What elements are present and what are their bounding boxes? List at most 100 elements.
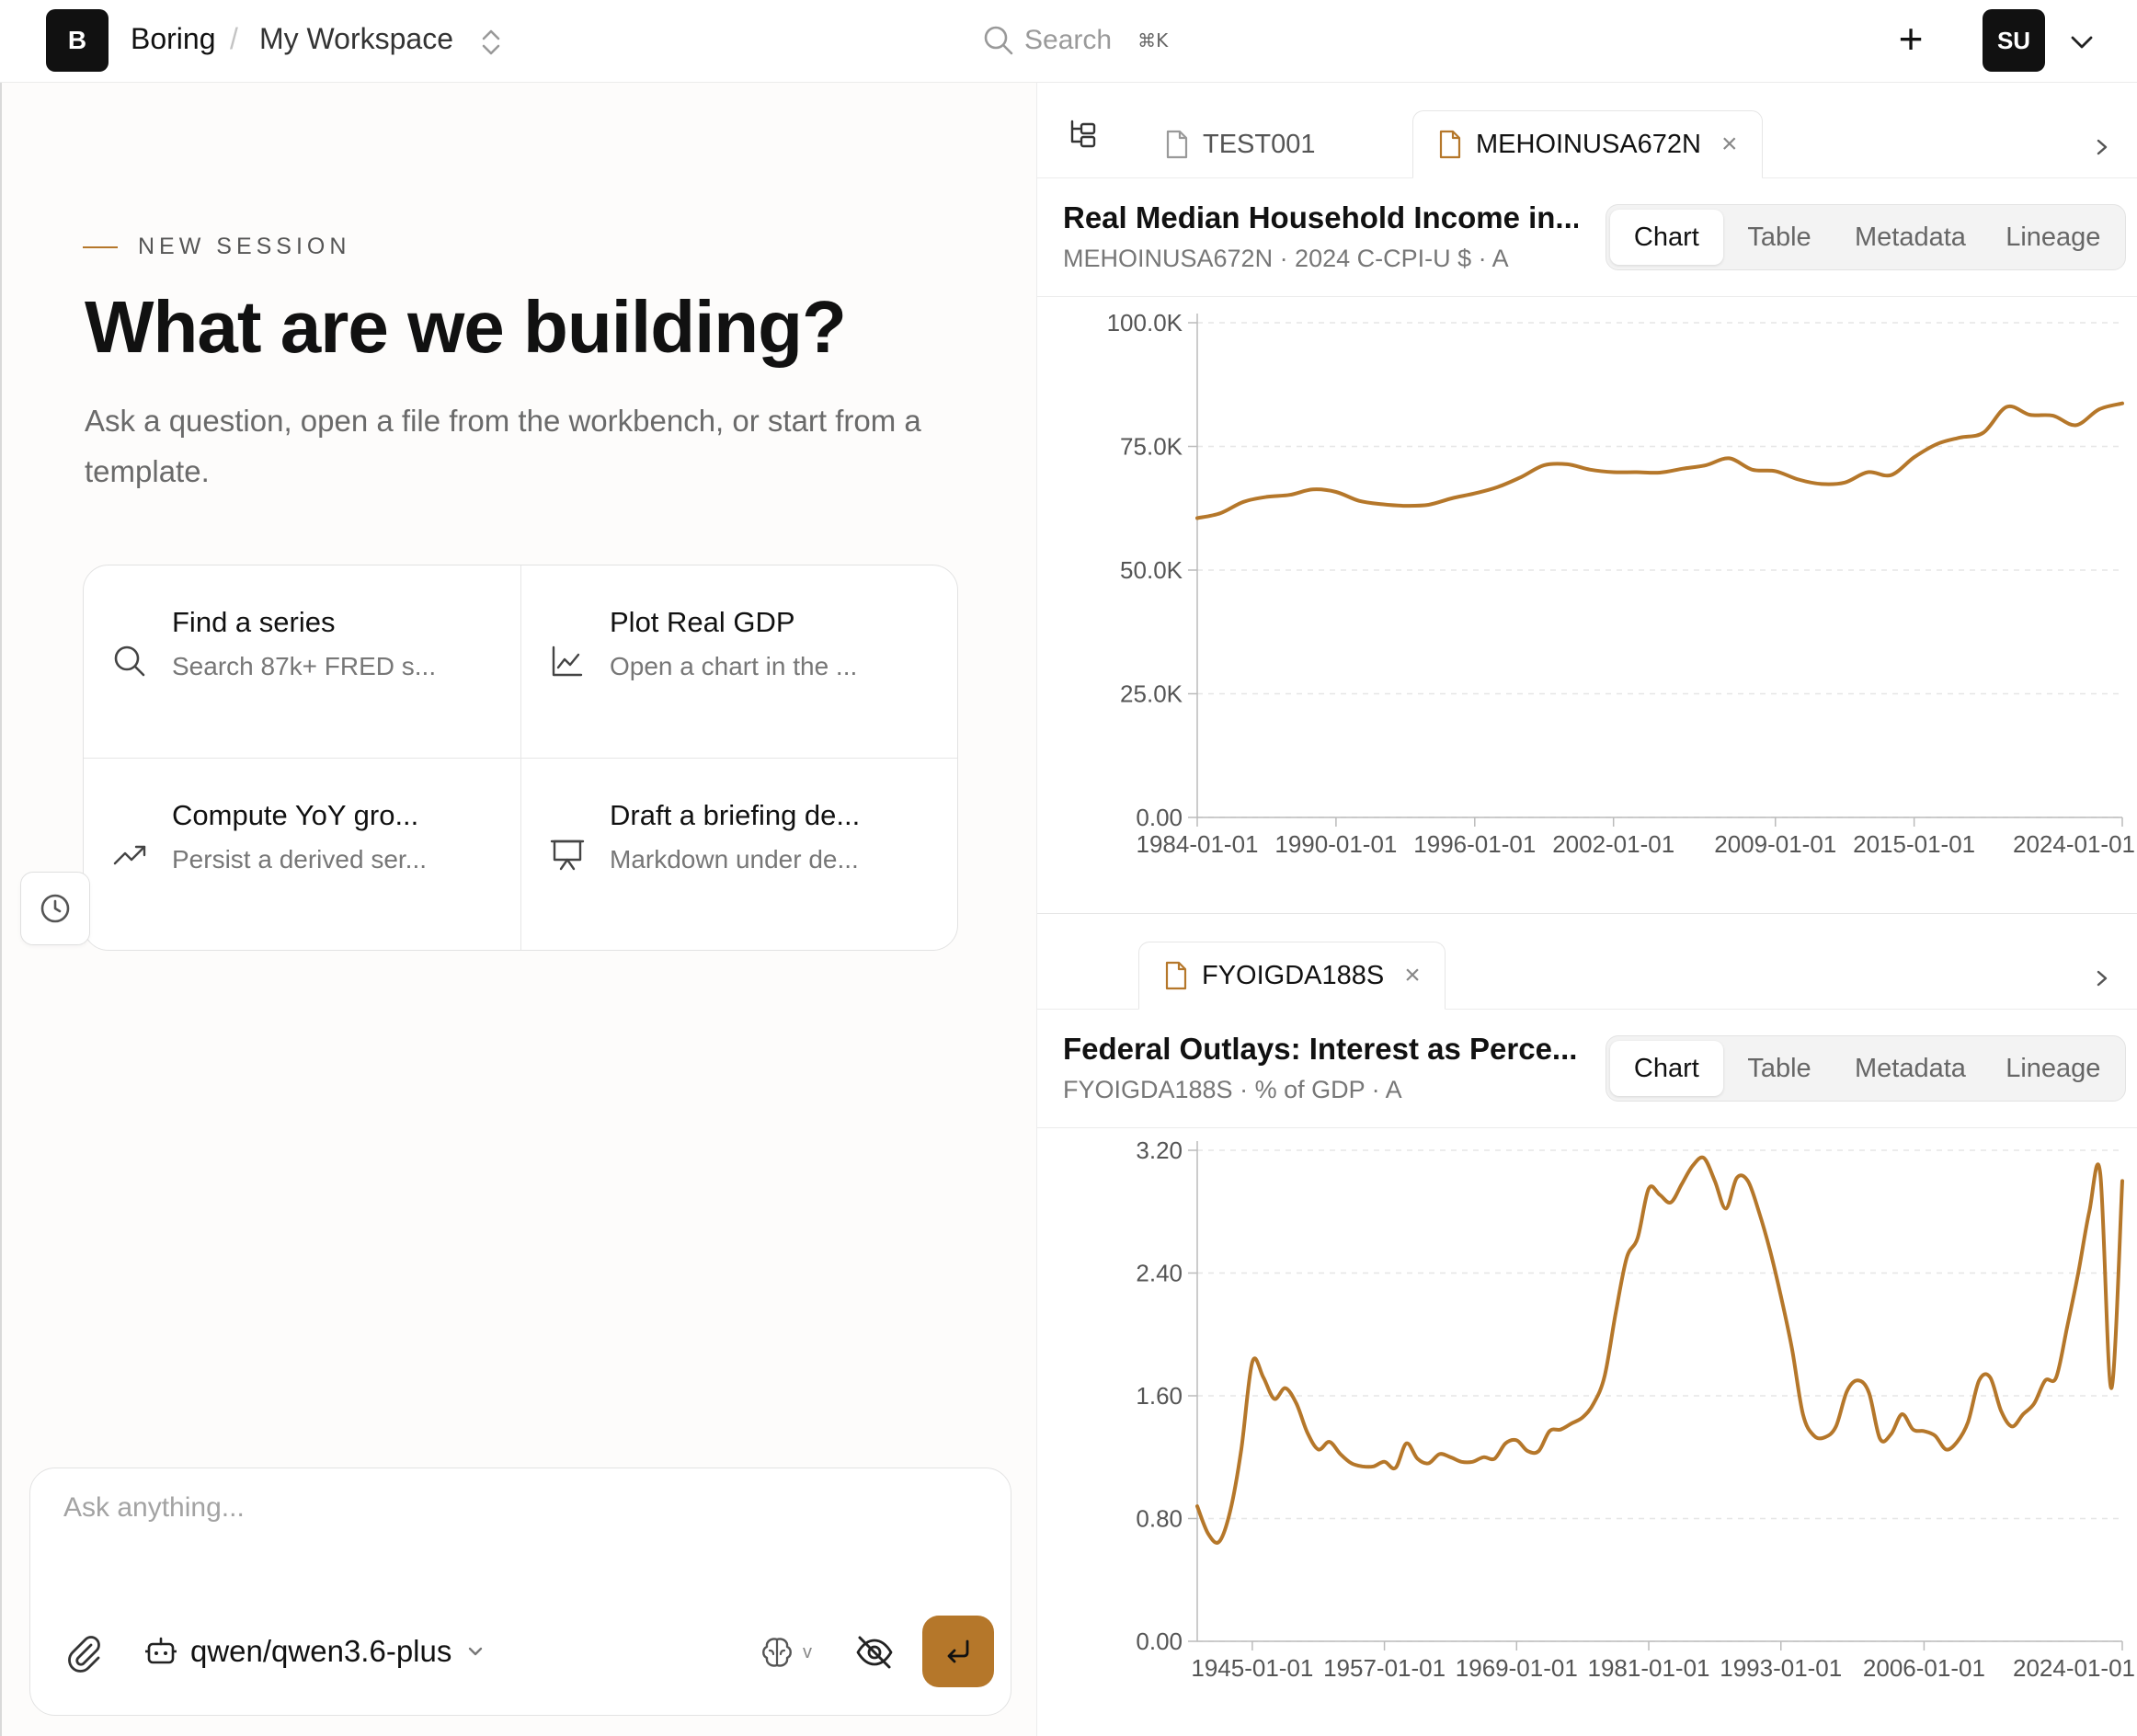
enter-arrow-icon <box>947 1639 969 1663</box>
chart-pane-1: TEST001 MEHOINUSA672N × Real Median Hous… <box>1037 83 2137 914</box>
model-selector[interactable]: qwen/qwen3.6-plus <box>144 1634 486 1669</box>
search-label: Search <box>1024 25 1113 55</box>
card-title: Plot Real GDP <box>610 606 795 638</box>
view-tab-chart[interactable]: Chart <box>1610 210 1723 265</box>
x-tick-label: 1990-01-01 <box>1274 830 1397 858</box>
interest-chart[interactable]: 0.00 0.80 1.60 2.40 3.20 1945-01-01 1957-01-01… <box>1037 1128 2137 1735</box>
tab-fyoigda188s[interactable]: FYOIGDA188S × <box>1138 942 1446 1010</box>
tab-bar: TEST001 MEHOINUSA672N × <box>1037 83 2137 178</box>
file-icon <box>1166 130 1188 159</box>
workbench-panel: TEST001 MEHOINUSA672N × Real Median Hous… <box>1037 83 2137 1736</box>
series-line[interactable] <box>1195 401 2124 520</box>
x-tick-label: 2015-01-01 <box>1853 830 1975 858</box>
y-tick-label: 0.00 <box>1136 1628 1183 1655</box>
chevron-right-icon[interactable] <box>2091 134 2113 160</box>
close-icon[interactable]: × <box>1404 960 1421 990</box>
view-tab-metadata[interactable]: Metadata <box>1855 222 1966 252</box>
tab-label: TEST001 <box>1203 129 1316 159</box>
starter-card-draft-briefing[interactable]: Draft a briefing de... Markdown under de… <box>521 759 957 950</box>
x-tick-label: 1981-01-01 <box>1588 1654 1710 1682</box>
income-chart[interactable]: 0.00 25.0K 50.0K 75.0K 100.0K 1984-01-01 1990-… <box>1037 297 2137 913</box>
card-subtitle: Persist a derived ser... <box>172 845 428 874</box>
card-title: Draft a briefing de... <box>610 799 861 831</box>
card-title: Find a series <box>172 606 336 638</box>
tab-test001[interactable]: TEST001 <box>1140 110 1340 178</box>
file-icon <box>1439 130 1461 159</box>
starter-card-plot-gdp[interactable]: Plot Real GDP Open a chart in the ... <box>521 565 957 759</box>
new-button[interactable]: + <box>1898 15 1924 63</box>
y-tick-label: 50.0K <box>1120 556 1183 584</box>
trending-up-icon <box>113 845 146 865</box>
view-tab-chart[interactable]: Chart <box>1610 1041 1723 1096</box>
chevron-down-icon[interactable] <box>2063 24 2100 61</box>
session-eyebrow: NEW SESSION <box>83 234 350 260</box>
card-subtitle: Markdown under de... <box>610 845 859 874</box>
series-meta: MEHOINUSA672N · 2024 C-CPI-U $ · A <box>1063 245 1509 272</box>
series-title: Federal Outlays: Interest as Perce... <box>1063 1032 1578 1066</box>
brain-icon <box>762 1638 792 1667</box>
chevron-down-icon <box>469 1647 483 1656</box>
chart-container: 0.00 25.0K 50.0K 75.0K 100.0K 1984-01-01 1990-… <box>1037 296 2137 858</box>
line-chart-icon <box>552 645 583 677</box>
model-name: qwen/qwen3.6-plus <box>190 1634 452 1668</box>
view-tab-lineage[interactable]: Lineage <box>2006 1053 2101 1083</box>
presentation-icon <box>550 839 585 871</box>
starter-card-find-series[interactable]: Find a series Search 87k+ FRED s... <box>84 565 521 759</box>
x-tick-label: 1984-01-01 <box>1137 830 1259 858</box>
eyebrow-text: NEW SESSION <box>138 234 351 259</box>
clock-icon <box>40 894 70 923</box>
y-tick-label: 3.20 <box>1136 1136 1183 1164</box>
view-tab-lineage[interactable]: Lineage <box>2006 222 2101 252</box>
send-button[interactable] <box>922 1616 994 1687</box>
robot-icon <box>145 1637 177 1664</box>
eye-off-icon[interactable] <box>854 1632 895 1673</box>
series-meta: FYOIGDA188S · % of GDP · A <box>1063 1076 1402 1103</box>
breadcrumb-workspace[interactable]: My Workspace <box>259 22 454 55</box>
tab-bar: FYOIGDA188S × <box>1037 914 2137 1010</box>
chevron-up-down-icon[interactable] <box>476 24 506 61</box>
global-search[interactable]: Search ⌘K <box>982 22 1168 59</box>
y-tick-label: 25.0K <box>1120 680 1183 708</box>
series-header: Federal Outlays: Interest as Perce... FY… <box>1063 1032 1578 1104</box>
starter-card-compute-yoy[interactable]: Compute YoY gro... Persist a derived ser… <box>84 759 521 950</box>
avatar[interactable]: SU <box>1983 9 2045 72</box>
view-tab-table[interactable]: Table <box>1747 1053 1811 1083</box>
app-logo[interactable]: B <box>46 9 109 72</box>
x-tick-label: 1945-01-01 <box>1191 1654 1313 1682</box>
search-icon <box>114 645 145 677</box>
x-tick-label: 2024-01-01 <box>2013 830 2135 858</box>
chat-input[interactable] <box>63 1492 965 1566</box>
y-tick-label: 2.40 <box>1136 1260 1183 1287</box>
paperclip-icon[interactable] <box>63 1632 104 1673</box>
tab-mehoinusa672n[interactable]: MEHOINUSA672N × <box>1412 110 1763 178</box>
file-tree-icon[interactable] <box>1068 118 1098 149</box>
series-line[interactable] <box>1195 1155 2124 1545</box>
starter-cards: Find a series Search 87k+ FRED s... Plot… <box>83 565 958 951</box>
view-switcher: Chart Table Metadata Lineage <box>1606 204 2126 270</box>
file-icon <box>1165 961 1187 990</box>
close-icon[interactable]: × <box>1720 129 1738 159</box>
search-icon <box>984 26 1013 55</box>
reasoning-caret: v <box>803 1641 812 1662</box>
breadcrumb-org[interactable]: Boring <box>131 22 216 55</box>
breadcrumb-separator: / <box>230 22 238 55</box>
series-header: Real Median Household Income in... MEHOI… <box>1063 200 1578 273</box>
history-button[interactable] <box>20 872 90 945</box>
view-tab-table[interactable]: Table <box>1747 222 1811 252</box>
search-shortcut: ⌘K <box>1137 29 1169 51</box>
x-tick-label: 1993-01-01 <box>1720 1654 1842 1682</box>
x-tick-label: 2024-01-01 <box>2013 1654 2135 1682</box>
x-tick-label: 2009-01-01 <box>1714 830 1836 858</box>
reasoning-toggle[interactable]: v <box>759 1632 832 1673</box>
chart-container: 0.00 0.80 1.60 2.40 3.20 1945-01-01 1957-01-01… <box>1037 1127 2137 1682</box>
chat-composer: qwen/qwen3.6-plus v <box>29 1468 1011 1716</box>
y-tick-label: 100.0K <box>1107 309 1183 337</box>
x-tick-label: 2002-01-01 <box>1552 830 1674 858</box>
view-tab-metadata[interactable]: Metadata <box>1855 1053 1966 1083</box>
x-tick-label: 2006-01-01 <box>1863 1654 1985 1682</box>
page-title: What are we building? <box>85 286 847 368</box>
y-tick-label: 1.60 <box>1136 1382 1183 1410</box>
view-switcher: Chart Table Metadata Lineage <box>1606 1035 2126 1102</box>
eyebrow-dash <box>83 246 118 248</box>
chevron-right-icon[interactable] <box>2091 965 2113 991</box>
